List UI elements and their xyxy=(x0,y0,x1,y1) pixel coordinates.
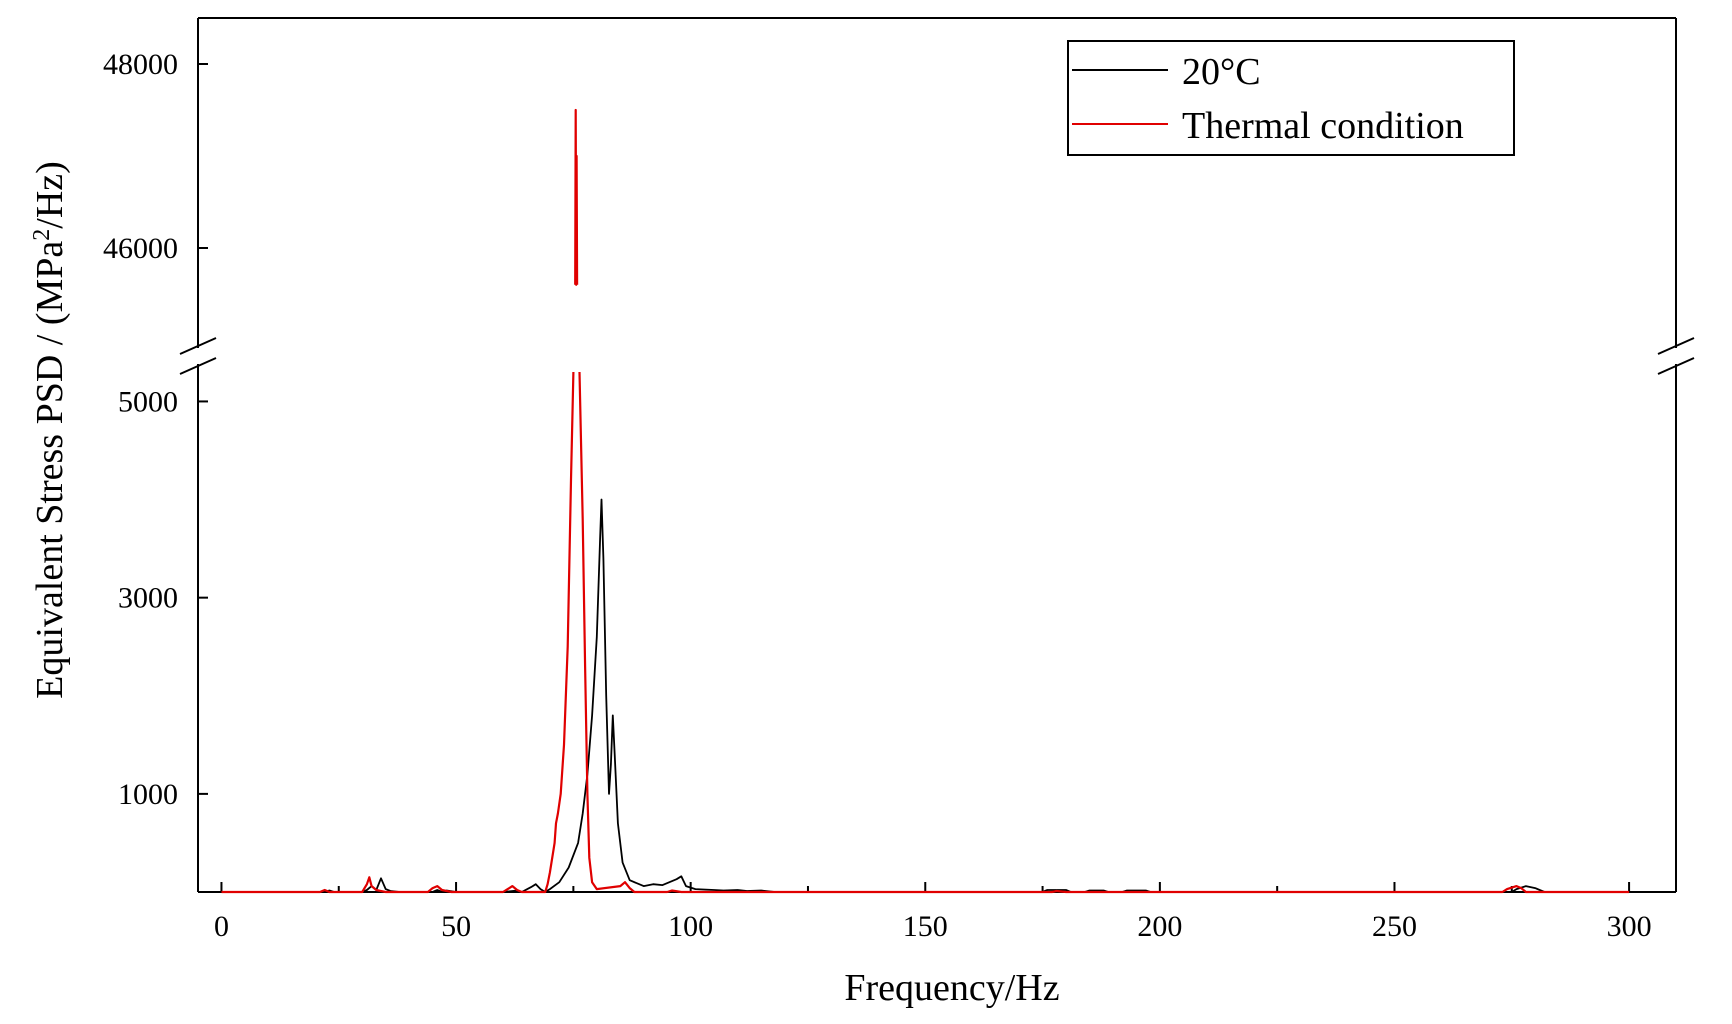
series-line-thermal-condition-0 xyxy=(221,371,575,894)
y-axis-title-superscript: 2 xyxy=(29,229,55,241)
axis-break-mark-left-1 xyxy=(179,337,217,355)
y-axis-title-end: /Hz) xyxy=(29,161,71,229)
y-tick-label-1000: 1000 xyxy=(118,778,178,811)
x-tick-label-50: 50 xyxy=(441,910,471,943)
x-tick-label-200: 200 xyxy=(1137,910,1182,943)
y-axis-title-main: Equivalent Stress PSD / (MPa xyxy=(29,241,71,699)
y-tick-label-3000: 3000 xyxy=(118,582,178,615)
y-tick-label-48000: 48000 xyxy=(103,48,178,81)
x-axis-title: Frequency/Hz xyxy=(844,967,1059,1009)
tick-labels: 0 50 100 150 200 250 300 1000 3000 5000 46000 48000 xyxy=(103,48,1652,943)
x-tick-label-300: 300 xyxy=(1607,910,1652,943)
series-line-thermal-condition-1 xyxy=(574,108,579,286)
x-tick-label-150: 150 xyxy=(903,910,948,943)
axis-break-mark-left-2 xyxy=(179,357,217,375)
legend-box xyxy=(1067,40,1515,156)
legend-label-20c: 20°C xyxy=(1182,51,1261,93)
y-axis-title: Equivalent Stress PSD / (MPa2/Hz) xyxy=(29,161,71,699)
x-tick-label-100: 100 xyxy=(668,910,713,943)
series-layer xyxy=(221,108,1630,894)
x-tick-label-250: 250 xyxy=(1372,910,1417,943)
axis-break-mark-right-1 xyxy=(1657,337,1695,355)
y-tick-label-5000: 5000 xyxy=(118,385,178,418)
series-line-thermal-condition-2 xyxy=(578,371,1630,894)
legend: 20°C Thermal condition xyxy=(1067,40,1515,156)
series-line-20-c-0 xyxy=(221,498,1630,893)
axis-break-mark-right-2 xyxy=(1657,357,1695,375)
x-tick-label-0: 0 xyxy=(214,910,229,943)
y-tick-label-46000: 46000 xyxy=(103,232,178,265)
legend-label-thermal: Thermal condition xyxy=(1182,105,1464,147)
